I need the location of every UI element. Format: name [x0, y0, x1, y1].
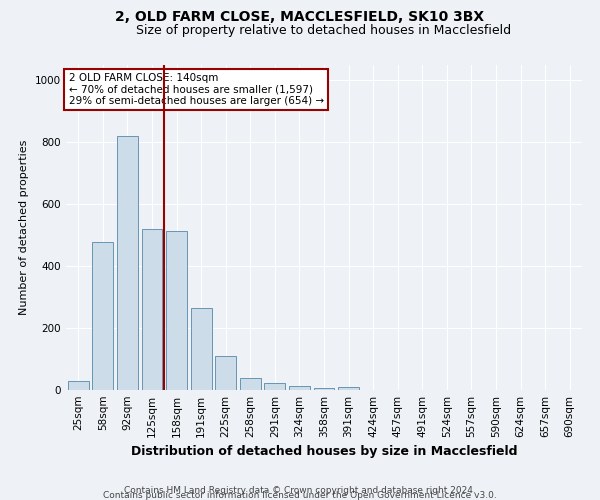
Y-axis label: Number of detached properties: Number of detached properties [19, 140, 29, 315]
Text: Contains public sector information licensed under the Open Government Licence v3: Contains public sector information licen… [103, 490, 497, 500]
Bar [92, 242, 113, 390]
Text: Contains HM Land Registry data © Crown copyright and database right 2024.: Contains HM Land Registry data © Crown c… [124, 486, 476, 495]
Bar [191, 308, 212, 390]
Bar [289, 386, 310, 390]
Bar [68, 382, 89, 390]
Bar [338, 387, 359, 390]
Title: Size of property relative to detached houses in Macclesfield: Size of property relative to detached ho… [136, 24, 512, 38]
Text: 2 OLD FARM CLOSE: 140sqm
← 70% of detached houses are smaller (1,597)
29% of sem: 2 OLD FARM CLOSE: 140sqm ← 70% of detach… [68, 73, 324, 106]
Bar [265, 383, 286, 390]
Bar [166, 230, 187, 390]
Text: 2, OLD FARM CLOSE, MACCLESFIELD, SK10 3BX: 2, OLD FARM CLOSE, MACCLESFIELD, SK10 3B… [115, 10, 485, 24]
Bar [117, 136, 138, 390]
Bar [314, 388, 334, 390]
Bar [215, 356, 236, 390]
Bar [240, 378, 261, 390]
Bar [142, 228, 163, 390]
X-axis label: Distribution of detached houses by size in Macclesfield: Distribution of detached houses by size … [131, 446, 517, 458]
